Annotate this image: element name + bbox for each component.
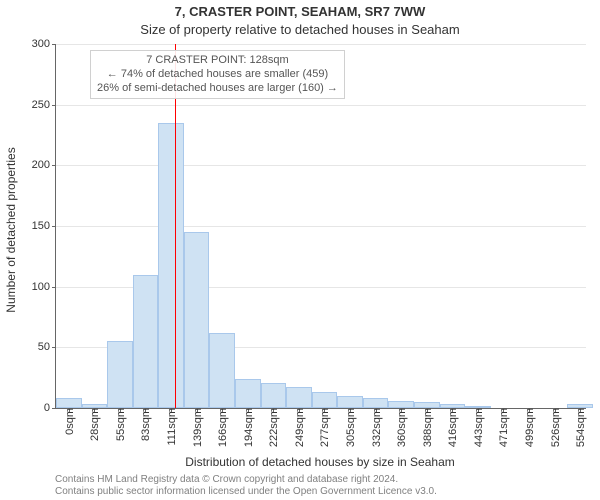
annotation-line-3: 26% of semi-detached houses are larger (… [97, 82, 338, 96]
gridline-h [56, 165, 586, 166]
title-address: 7, CRASTER POINT, SEAHAM, SR7 7WW [0, 4, 600, 19]
xtick-label: 222sqm [266, 408, 280, 447]
x-axis-label: Distribution of detached houses by size … [55, 455, 585, 469]
histogram-bar [184, 232, 210, 408]
y-axis-label: Number of detached properties [4, 40, 18, 420]
histogram-bar [363, 398, 389, 408]
histogram-bar [133, 275, 159, 408]
footer-line-2: Contains public sector information licen… [55, 486, 585, 498]
histogram-bar [286, 387, 312, 408]
histogram-bar [261, 383, 287, 408]
histogram-bar [158, 123, 184, 408]
attribution-footer: Contains HM Land Registry data © Crown c… [55, 474, 585, 497]
xtick-label: 249sqm [292, 408, 306, 447]
xtick-label: 28sqm [87, 408, 101, 441]
xtick-label: 305sqm [343, 408, 357, 447]
xtick-label: 111sqm [164, 408, 178, 446]
histogram-bar [209, 333, 235, 408]
histogram-bar [107, 341, 133, 408]
xtick-label: 139sqm [190, 408, 204, 447]
xtick-label: 471sqm [496, 408, 510, 447]
ytick-label: 50 [38, 341, 56, 353]
title-subtitle: Size of property relative to detached ho… [0, 22, 600, 37]
ytick-label: 0 [44, 402, 56, 414]
xtick-label: 332sqm [369, 408, 383, 447]
histogram-bar [56, 398, 82, 408]
histogram-bar [312, 392, 338, 408]
xtick-label: 360sqm [394, 408, 408, 447]
chart-plot-area: 0501001502002503000sqm28sqm55sqm83sqm111… [55, 44, 586, 409]
ytick-label: 100 [32, 281, 56, 293]
histogram-bar [388, 401, 414, 408]
xtick-label: 499sqm [522, 408, 536, 447]
xtick-label: 388sqm [420, 408, 434, 447]
xtick-label: 166sqm [215, 408, 229, 447]
gridline-h [56, 44, 586, 45]
xtick-label: 277sqm [317, 408, 331, 447]
histogram-bar [337, 396, 363, 408]
ytick-label: 150 [32, 220, 56, 232]
xtick-label: 554sqm [573, 408, 587, 447]
ytick-label: 250 [32, 99, 56, 111]
footer-line-1: Contains HM Land Registry data © Crown c… [55, 474, 585, 486]
ytick-label: 200 [32, 159, 56, 171]
gridline-h [56, 105, 586, 106]
xtick-label: 194sqm [241, 408, 255, 447]
xtick-label: 83sqm [138, 408, 152, 441]
annotation-line-1: 7 CRASTER POINT: 128sqm [97, 54, 338, 68]
annotation-line-2: ← 74% of detached houses are smaller (45… [97, 68, 338, 82]
gridline-h [56, 226, 586, 227]
xtick-label: 55sqm [113, 408, 127, 441]
xtick-label: 416sqm [445, 408, 459, 447]
annotation-box: 7 CRASTER POINT: 128sqm ← 74% of detache… [90, 50, 345, 99]
xtick-label: 0sqm [62, 408, 76, 435]
xtick-label: 526sqm [548, 408, 562, 447]
histogram-bar [235, 379, 261, 408]
xtick-label: 443sqm [471, 408, 485, 447]
ytick-label: 300 [32, 38, 56, 50]
